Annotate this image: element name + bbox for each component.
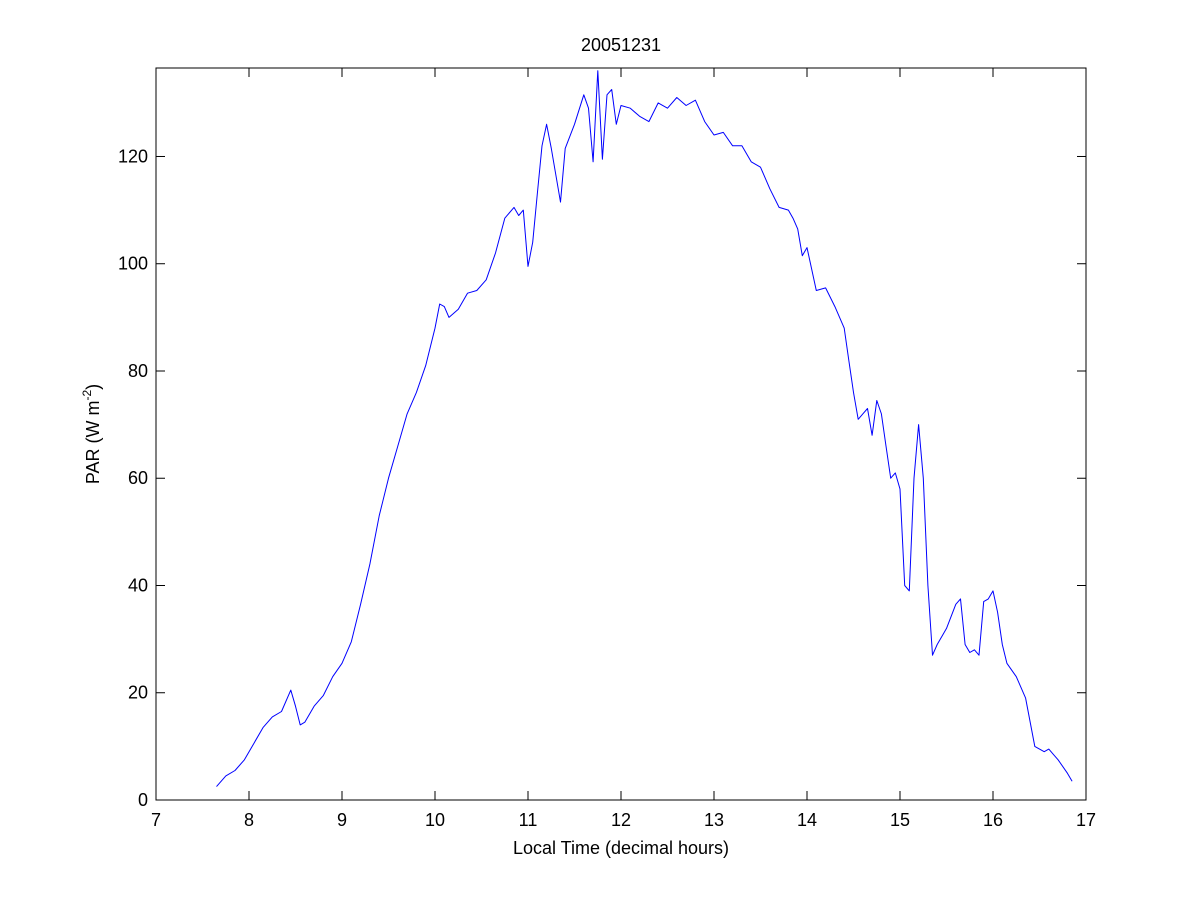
y-tick-labels: 0 20 40 60 80 100 120 xyxy=(118,146,148,810)
x-tick-labels: 7 8 9 10 11 12 13 14 15 16 17 xyxy=(151,810,1096,830)
y-tick-label: 100 xyxy=(118,254,148,274)
x-tick-label: 16 xyxy=(983,810,1003,830)
y-axis-label: PAR (W m-2) xyxy=(80,384,103,484)
y-tick-label: 40 xyxy=(128,575,148,595)
y-tick-label: 60 xyxy=(128,468,148,488)
series-line xyxy=(216,70,1073,787)
y-tick-label: 20 xyxy=(128,683,148,703)
y-tick-label: 80 xyxy=(128,361,148,381)
x-tick-label: 12 xyxy=(611,810,631,830)
x-tick-label: 14 xyxy=(797,810,817,830)
y-tick-label: 120 xyxy=(118,146,148,166)
y-tick-label: 0 xyxy=(138,790,148,810)
x-tick-label: 13 xyxy=(704,810,724,830)
x-tick-label: 11 xyxy=(519,810,538,830)
axis-ticks xyxy=(155,68,1087,801)
x-axis-label: Local Time (decimal hours) xyxy=(513,838,729,858)
x-tick-label: 8 xyxy=(244,810,254,830)
x-tick-label: 7 xyxy=(151,810,161,830)
x-tick-label: 10 xyxy=(425,810,445,830)
series-group xyxy=(216,70,1073,787)
x-tick-label: 17 xyxy=(1076,810,1096,830)
y-axis-label-base: PAR (W m xyxy=(83,401,103,485)
x-tick-label: 15 xyxy=(890,810,910,830)
y-axis-label-superscript: -2 xyxy=(80,390,94,401)
axes-box xyxy=(155,67,1087,801)
x-tick-label: 9 xyxy=(337,810,347,830)
chart-title: 20051231 xyxy=(581,35,661,55)
y-axis-label-close: ) xyxy=(83,384,103,390)
